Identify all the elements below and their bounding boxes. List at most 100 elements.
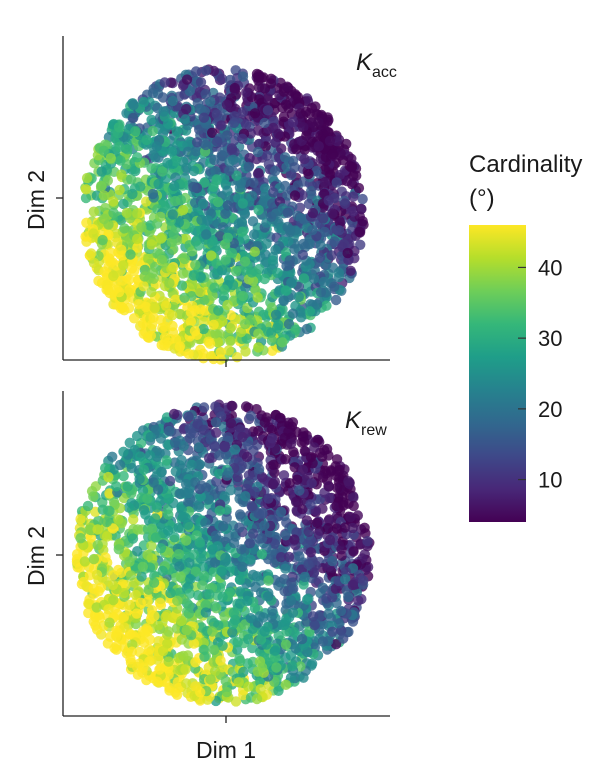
scatter-point [163, 656, 174, 667]
scatter-point [175, 571, 186, 582]
scatter-point [257, 533, 268, 544]
scatter-point [140, 301, 152, 313]
scatter-point [256, 549, 268, 560]
scatter-point [160, 611, 171, 623]
scatter-point [340, 574, 351, 585]
scatter-point [237, 561, 248, 572]
scatter-point [138, 281, 149, 292]
scatter-point [263, 159, 275, 170]
scatter-point [253, 328, 264, 339]
scatter-point [225, 336, 236, 347]
scatter-point [294, 485, 305, 496]
scatter-point [284, 224, 296, 235]
scatter-point [188, 549, 199, 560]
scatter-point [298, 122, 309, 133]
scatter-point [245, 613, 256, 624]
scatter-point [212, 541, 223, 552]
scatter-point [348, 546, 359, 557]
scatter-point [145, 431, 156, 443]
scatter-point [279, 619, 290, 631]
scatter-point [283, 551, 295, 563]
scatter-panel-top: Dim 2 Kacc [23, 36, 397, 367]
scatter-point [127, 533, 139, 544]
scatter-point [125, 570, 136, 581]
scatter-point [82, 500, 94, 512]
scatter-point [227, 619, 239, 630]
scatter-point [211, 109, 222, 120]
scatter-point [307, 207, 319, 219]
scatter-point [151, 141, 162, 152]
scatter-point [200, 607, 211, 618]
scatter-point [313, 141, 324, 152]
scatter-point [105, 153, 116, 164]
scatter-point [208, 319, 219, 330]
scatter-point [243, 470, 255, 481]
scatter-point [333, 225, 345, 236]
scatter-point [317, 202, 329, 213]
scatter-point [161, 455, 172, 466]
scatter-point [259, 417, 270, 428]
scatter-point [321, 259, 332, 271]
scatter-point [283, 426, 294, 437]
scatter-point [116, 567, 127, 578]
scatter-point [171, 689, 183, 700]
scatter-point [147, 267, 159, 279]
scatter-points-bottom [71, 399, 375, 707]
scatter-point [135, 181, 146, 192]
scatter-point [259, 273, 270, 285]
scatter-point [105, 247, 117, 258]
scatter-point [132, 524, 143, 535]
scatter-point [323, 195, 334, 206]
scatter-point [253, 463, 265, 475]
scatter-point [266, 424, 278, 436]
scatter-point [210, 328, 221, 339]
scatter-point [126, 646, 138, 657]
scatter-point [116, 518, 127, 529]
panel-label-top-sub: acc [372, 64, 397, 81]
scatter-point [138, 96, 149, 108]
panel-label-bottom: Krew [345, 407, 387, 439]
scatter-point [107, 579, 119, 591]
scatter-point [270, 645, 281, 656]
colorbar-tick-label: 30 [538, 326, 562, 351]
scatter-point [285, 438, 297, 449]
scatter-point [243, 402, 254, 413]
scatter-point [233, 677, 244, 688]
scatter-point [88, 206, 100, 217]
scatter-point [265, 437, 276, 449]
y-axis-label-bottom: Dim 2 [23, 526, 49, 586]
scatter-point [163, 118, 174, 129]
scatter-point [119, 223, 130, 234]
colorbar-title-line1: Cardinality [469, 151, 582, 178]
scatter-point [194, 537, 206, 548]
scatter-point [185, 573, 196, 585]
scatter-point [118, 587, 130, 599]
scatter-point [127, 188, 138, 200]
scatter-point [176, 615, 187, 627]
scatter-point [314, 252, 326, 263]
scatter-point [163, 493, 174, 505]
scatter-point [262, 105, 274, 116]
scatter-point [282, 207, 293, 218]
scatter-point [146, 114, 157, 126]
scatter-point [278, 295, 289, 307]
scatter-point [146, 286, 157, 298]
scatter-point [236, 544, 247, 555]
scatter-point [198, 424, 209, 435]
scatter-point [137, 561, 148, 572]
scatter-point [115, 155, 126, 166]
scatter-point [237, 226, 248, 237]
scatter-point [166, 236, 178, 248]
scatter-point [169, 437, 181, 448]
scatter-point [167, 95, 178, 107]
scatter-point [116, 169, 127, 180]
scatter-point [294, 551, 305, 562]
scatter-point [323, 481, 334, 492]
scatter-point [170, 195, 181, 207]
scatter-point [287, 607, 299, 618]
scatter-point [258, 612, 269, 623]
scatter-point [173, 549, 185, 560]
scatter-point [103, 604, 114, 615]
scatter-point [279, 180, 291, 192]
